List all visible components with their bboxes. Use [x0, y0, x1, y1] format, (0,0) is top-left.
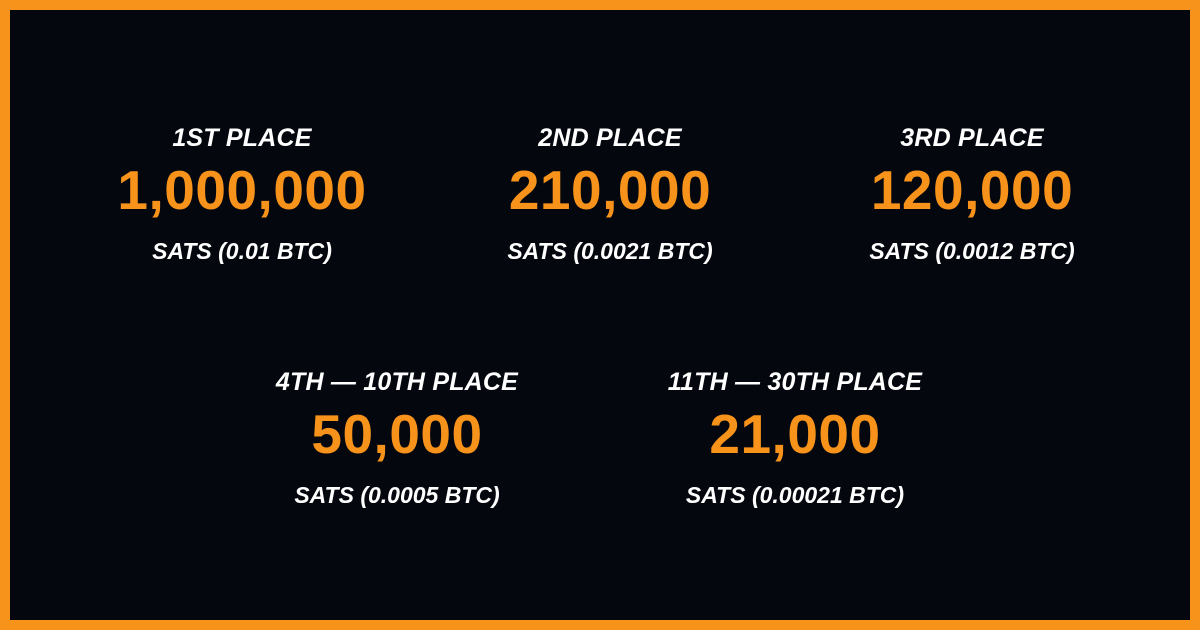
prize-amount: 120,000 [870, 159, 1074, 221]
prize-11th-30th-place: 11TH — 30TH PLACE 21,000 SATS (0.00021 B… [615, 370, 975, 507]
prize-3rd-place: 3RD PLACE 120,000 SATS (0.0012 BTC) [792, 126, 1152, 263]
sats-btc-label: SATS (0.0021 BTC) [507, 238, 713, 264]
sats-btc-label: SATS (0.0005 BTC) [294, 482, 500, 508]
sats-btc-label: SATS (0.00021 BTC) [685, 482, 905, 508]
prize-amount: 210,000 [508, 159, 712, 221]
place-label: 2ND PLACE [538, 124, 682, 152]
prize-amount: 50,000 [311, 403, 483, 465]
prize-1st-place: 1ST PLACE 1,000,000 SATS (0.01 BTC) [62, 126, 422, 263]
prize-4th-10th-place: 4TH — 10TH PLACE 50,000 SATS (0.0005 BTC… [217, 370, 577, 507]
place-label: 4TH — 10TH PLACE [275, 368, 519, 396]
sats-btc-label: SATS (0.01 BTC) [152, 238, 332, 264]
place-label: 11TH — 30TH PLACE [667, 368, 923, 396]
prize-amount: 21,000 [709, 403, 881, 465]
prize-amount: 1,000,000 [117, 159, 367, 221]
sats-btc-label: SATS (0.0012 BTC) [869, 238, 1075, 264]
place-label: 1ST PLACE [172, 124, 312, 152]
place-label: 3RD PLACE [900, 124, 1044, 152]
prize-2nd-place: 2ND PLACE 210,000 SATS (0.0021 BTC) [430, 126, 790, 263]
